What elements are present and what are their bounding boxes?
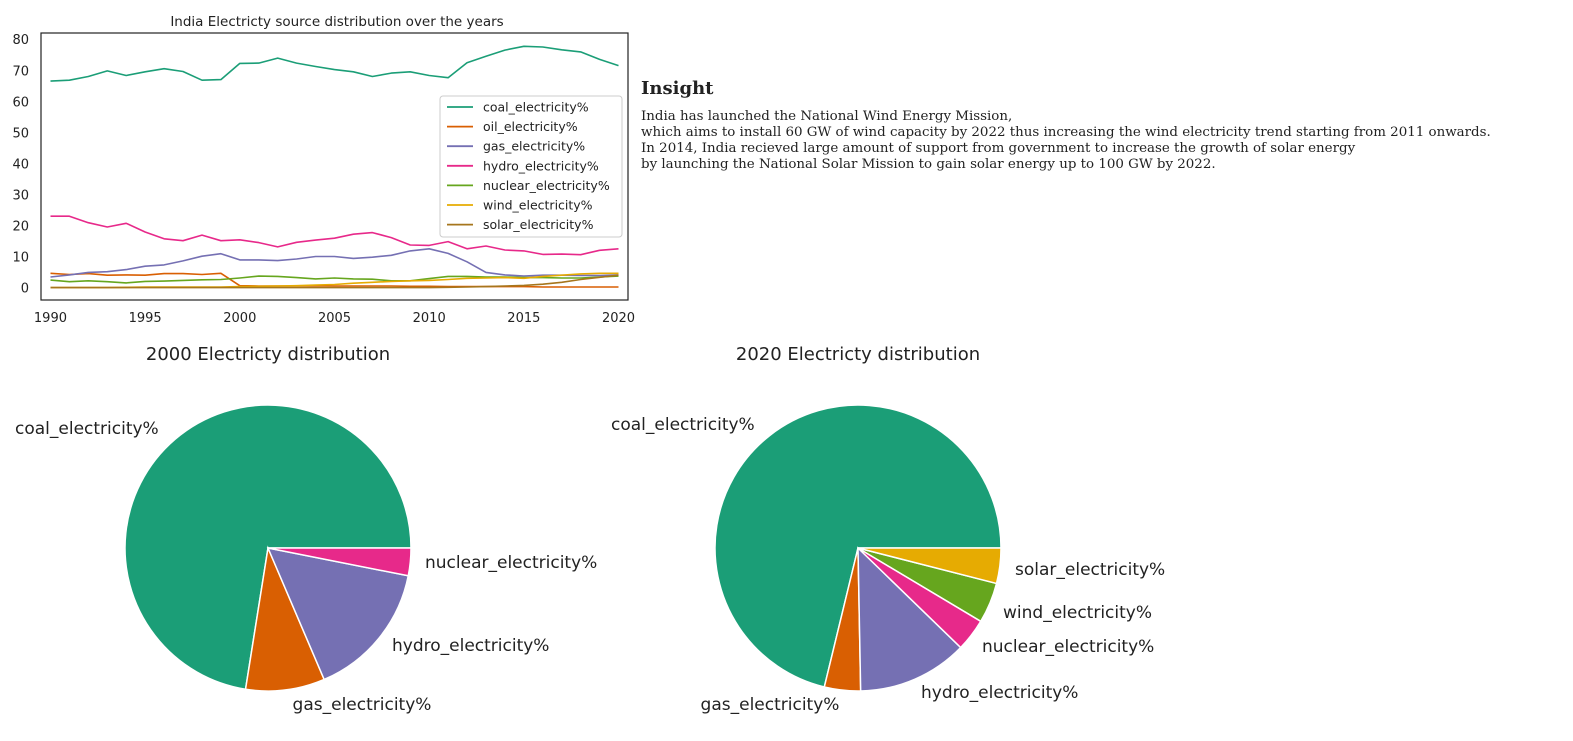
pie-label: solar_electricity% [1015, 560, 1165, 580]
y-tick-label: 10 [12, 251, 29, 266]
y-tick-label: 0 [21, 282, 29, 297]
pie-slice-coal_electricity [714, 404, 1002, 688]
series-line-oil_electricity [50, 272, 619, 288]
insight-panel: Insight India has launched the National … [641, 78, 1566, 173]
legend-label: gas_electricity% [483, 139, 585, 154]
legend-label: coal_electricity% [483, 100, 589, 115]
pie-2020-title: 2020 Electricty distribution [736, 344, 980, 365]
x-tick-label: 2015 [507, 311, 540, 326]
pie-slice-hydro_electricity [266, 546, 410, 681]
series-line-coal_electricity [50, 45, 619, 82]
pie-label: hydro_electricity% [392, 636, 549, 656]
insight-title: Insight [641, 78, 714, 99]
pie-label: gas_electricity% [293, 695, 432, 715]
x-tick-label: 2000 [223, 311, 256, 326]
pie-2020: coal_electricity% gas_electricity% hydro_e… [611, 404, 1165, 715]
pie-label: wind_electricity% [1003, 603, 1152, 623]
y-tick-label: 30 [12, 188, 29, 203]
y-tick-label: 60 [12, 95, 29, 110]
pie-slice-hydro_electricity [857, 546, 962, 692]
pie-label: nuclear_electricity% [425, 553, 597, 573]
pie-label: coal_electricity% [611, 415, 755, 435]
y-tick-label: 50 [12, 126, 29, 141]
legend-label: solar_electricity% [483, 217, 594, 232]
y-tick-label: 40 [12, 157, 29, 172]
y-tick-label: 80 [12, 33, 29, 48]
line-chart: 1990 1995 2000 2005 2010 2015 2020 0 10 20 30 40 50 6… [12, 33, 635, 326]
line-chart-frame [40, 32, 629, 301]
pie-label: hydro_electricity% [921, 683, 1078, 703]
pie-label: nuclear_electricity% [982, 637, 1154, 657]
legend-label: oil_electricity% [483, 119, 578, 134]
pie-slice-gas_electricity [244, 545, 326, 692]
line-chart-title: India Electricty source distribution ove… [170, 14, 503, 30]
x-tick-label: 2010 [413, 311, 446, 326]
pie-label: gas_electricity% [701, 695, 840, 715]
pie-slice-solar_electricity [857, 547, 1002, 585]
pie-slice-nuclear_electricity [267, 547, 412, 577]
insight-line: by launching the National Solar Mission … [641, 157, 1216, 172]
y-tick-label: 70 [12, 64, 29, 79]
series-line-hydro_electricity [50, 215, 619, 256]
pie-2000-title: 2000 Electricty distribution [146, 344, 390, 365]
insight-line: which aims to install 60 GW of wind capa… [641, 125, 1491, 140]
x-tick-label: 2020 [602, 311, 635, 326]
series-line-gas_electricity [50, 248, 619, 278]
insight-line: In 2014, India recieved large amount of … [641, 141, 1356, 156]
legend-box [439, 95, 623, 238]
x-tick-label: 1995 [129, 311, 162, 326]
x-tick-label: 1990 [34, 311, 67, 326]
pie-label: coal_electricity% [15, 419, 159, 439]
legend-label: hydro_electricity% [483, 158, 599, 173]
y-tick-label: 20 [12, 219, 29, 234]
x-tick-label: 2005 [318, 311, 351, 326]
legend-label: nuclear_electricity% [483, 178, 610, 193]
line-chart-legend: coal_electricity% oil_electricity% gas_ele… [439, 95, 623, 238]
legend-label: wind_electricity% [483, 198, 593, 213]
insight-line: India has launched the National Wind Ene… [641, 109, 1013, 124]
series-line-solar_electricity [50, 274, 619, 289]
pie-2000: coal_electricity% gas_electricity% hydro_e… [15, 404, 597, 715]
